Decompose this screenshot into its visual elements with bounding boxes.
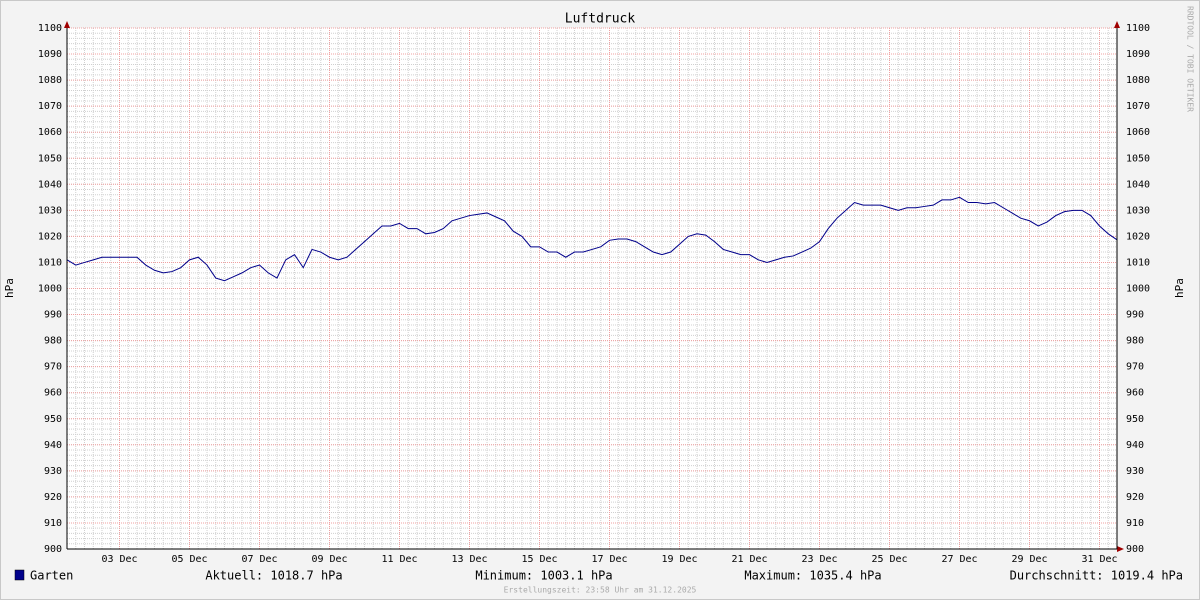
y-tick-label: 1020: [38, 231, 62, 242]
x-tick-label: 19 Dec: [661, 554, 697, 565]
x-tick-label: 23 Dec: [801, 554, 837, 565]
y-tick-label: 1030: [38, 205, 62, 216]
y2-tick-label: 990: [1126, 310, 1144, 321]
x-tick-label: 11 Dec: [381, 554, 417, 565]
y-tick-label: 1040: [38, 179, 62, 190]
y-tick-label: 990: [44, 310, 62, 321]
y-tick-label: 910: [44, 518, 62, 529]
y2-tick-label: 1040: [1126, 179, 1150, 190]
chart-title: Luftdruck: [565, 12, 636, 27]
x-tick-label: 15 Dec: [521, 554, 557, 565]
footer: Erstellungszeit: 23:58 Uhr am 31.12.2025: [504, 586, 697, 595]
x-tick-label: 07 Dec: [241, 554, 277, 565]
x-tick-label: 29 Dec: [1011, 554, 1047, 565]
x-tick-label: 05 Dec: [171, 554, 207, 565]
y-tick-label: 1090: [38, 49, 62, 60]
legend-swatch: [14, 569, 25, 581]
y2-tick-label: 1020: [1126, 231, 1150, 242]
y2-tick-label: 1080: [1126, 75, 1150, 86]
grid: [67, 27, 1117, 550]
y-tick-label: 1000: [38, 284, 62, 295]
y-tick-label: 920: [44, 492, 62, 503]
y2-tick-label: 960: [1126, 388, 1144, 399]
y-tick-label: 980: [44, 336, 62, 347]
y2-tick-label: 970: [1126, 362, 1144, 373]
y2-tick-label: 1010: [1126, 257, 1150, 268]
x-tick-label: 13 Dec: [451, 554, 487, 565]
y2-tick-label: 920: [1126, 492, 1144, 503]
y2-tick-label: 1050: [1126, 153, 1150, 164]
x-tick-label: 31 Dec: [1081, 554, 1117, 565]
y-tick-label: 940: [44, 440, 62, 451]
y-tick-label: 970: [44, 362, 62, 373]
watermark: RRDTOOL / TOBI OETIKER: [1186, 6, 1195, 112]
x-tick-label: 03 Dec: [101, 554, 137, 565]
y-tick-label: 1080: [38, 75, 62, 86]
y2-tick-label: 980: [1126, 336, 1144, 347]
y-tick-label: 930: [44, 466, 62, 477]
y2-tick-label: 1100: [1126, 23, 1150, 34]
y2-tick-label: 1030: [1126, 205, 1150, 216]
y2-tick-label: 910: [1126, 518, 1144, 529]
x-tick-label: 25 Dec: [871, 554, 907, 565]
y2-axis-label: hPa: [1173, 278, 1186, 298]
y-axis-label: hPa: [3, 278, 16, 298]
y-tick-label: 950: [44, 414, 62, 425]
y-tick-label: 1070: [38, 101, 62, 112]
stat: Aktuell: 1018.7 hPa: [205, 569, 342, 583]
y2-tick-label: 1090: [1126, 49, 1150, 60]
y2-tick-label: 930: [1126, 466, 1144, 477]
stat: Durchschnitt: 1019.4 hPa: [1010, 569, 1183, 583]
y-tick-label: 1050: [38, 153, 62, 164]
line-series: [66, 196, 1118, 282]
y-tick-label: 1010: [38, 257, 62, 268]
x-tick-label: 17 Dec: [591, 554, 627, 565]
x-tick-label: 09 Dec: [311, 554, 347, 565]
legend-label: Garten: [30, 569, 73, 583]
marks: [66, 196, 1118, 282]
x-tick-label: 21 Dec: [731, 554, 767, 565]
y2-tick-label: 940: [1126, 440, 1144, 451]
x-tick-label: 27 Dec: [941, 554, 977, 565]
stat: Minimum: 1003.1 hPa: [475, 569, 612, 583]
y-tick-label: 900: [44, 544, 62, 555]
y-tick-label: 960: [44, 388, 62, 399]
y-tick-label: 1060: [38, 127, 62, 138]
y2-tick-label: 900: [1126, 544, 1144, 555]
y2-tick-label: 1000: [1126, 284, 1150, 295]
y2-tick-label: 1060: [1126, 127, 1150, 138]
y2-tick-label: 1070: [1126, 101, 1150, 112]
y2-tick-label: 950: [1126, 414, 1144, 425]
stat: Maximum: 1035.4 hPa: [744, 569, 881, 583]
y-tick-label: 1100: [38, 23, 62, 34]
